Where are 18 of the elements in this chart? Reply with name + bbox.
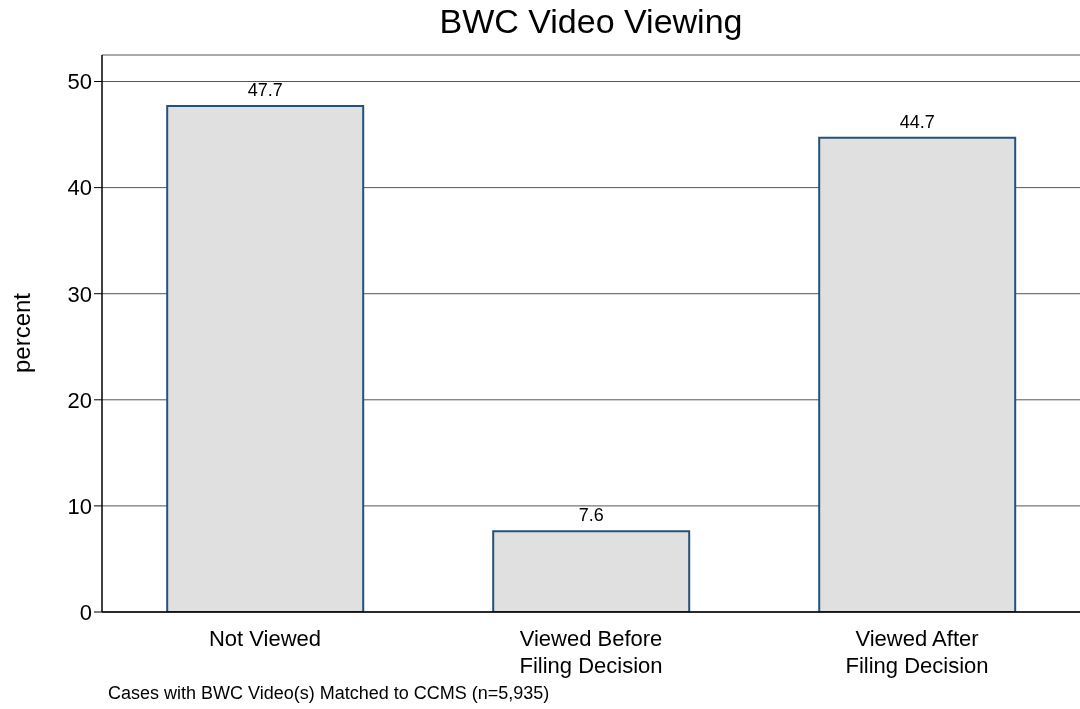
data-label: 47.7 (247, 79, 283, 100)
x-tick-label: Not Viewed (208, 626, 322, 651)
y-tick-label: 20 (67, 387, 92, 413)
data-label: 7.6 (578, 505, 604, 526)
y-axis-title: percent (8, 292, 36, 374)
y-tick-label: 0 (79, 599, 92, 625)
x-tick-label: Viewed After Filing Decision (845, 626, 989, 678)
x-tick-label: Viewed Before Filing Decision (519, 626, 663, 678)
y-tick-label: 30 (67, 281, 92, 307)
bar (492, 530, 691, 612)
y-tick-label: 50 (67, 69, 92, 95)
y-tick-label: 40 (67, 175, 92, 201)
text: Cases with BWC Video(s) Matched to CCMS (n=5,935) (108, 683, 550, 704)
bar (166, 104, 365, 612)
y-tick-label: 10 (67, 493, 92, 519)
data-label: 44.7 (899, 111, 935, 132)
chart-title: BWC Video Viewing (438, 2, 744, 41)
bar (818, 136, 1017, 612)
